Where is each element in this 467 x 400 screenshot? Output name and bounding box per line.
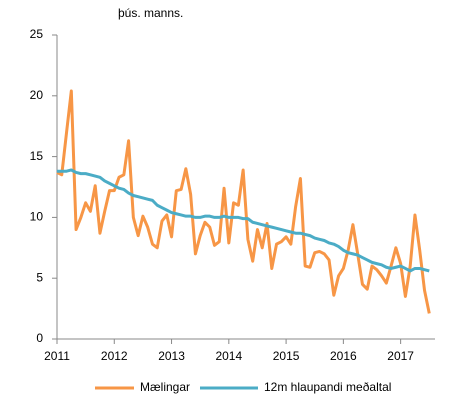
x-tick-label: 2012: [101, 349, 128, 363]
x-tick-label: 2011: [44, 349, 70, 363]
x-tick-label: 2017: [387, 349, 414, 363]
y-tick-label: 0: [36, 331, 43, 345]
data-line: [56, 89, 431, 314]
x-tick-label: 2016: [330, 349, 357, 363]
x-tick-label: 2013: [158, 349, 185, 363]
legend-label: Mælingar: [140, 380, 190, 394]
x-tick-label: 2014: [215, 349, 242, 363]
data-line: [57, 168, 430, 273]
y-tick-label: 20: [30, 88, 44, 102]
y-tick-label: 10: [30, 210, 44, 224]
y-tick-label: 15: [30, 149, 44, 163]
y-axis-unit: þús. manns.: [118, 6, 183, 20]
x-tick-label: 2015: [273, 349, 300, 363]
legend-label: 12m hlaupandi meðaltal: [264, 380, 391, 394]
y-tick-label: 5: [36, 270, 43, 284]
y-tick-label: 25: [30, 27, 44, 41]
